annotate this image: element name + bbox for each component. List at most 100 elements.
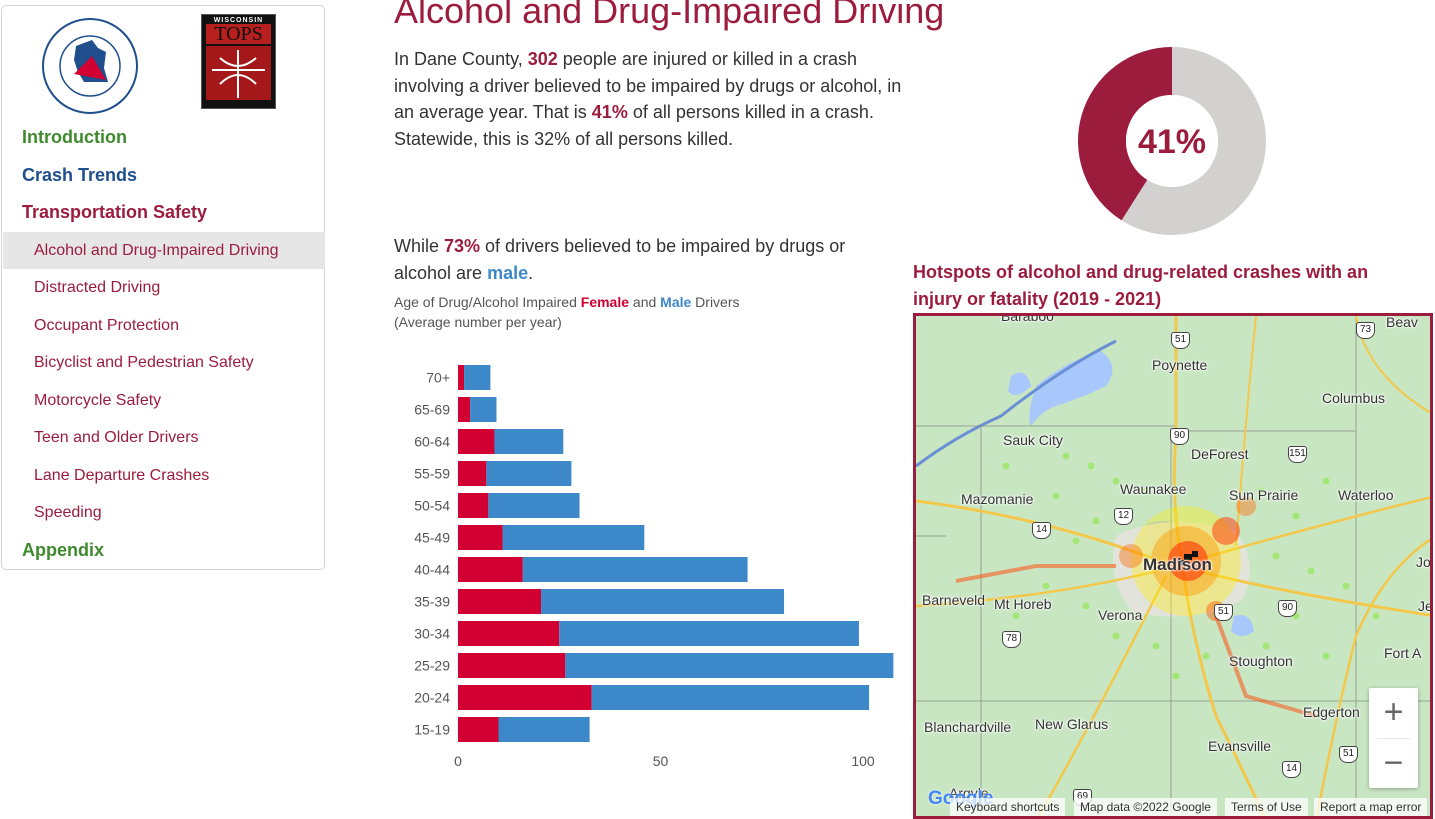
map-place-label: Mazomanie <box>961 491 1034 507</box>
map-place-label: Sun Prairie <box>1229 487 1299 503</box>
female-bar[interactable] <box>458 365 465 390</box>
y-tick-label: 55-59 <box>414 466 450 482</box>
map-place-label: Sauk City <box>1003 432 1063 448</box>
age-bar-chart: 70+ 65-69 60-64 55-59 50-54 45-49 40-44 35-39 30… <box>414 365 894 769</box>
y-tick-label: 15-19 <box>414 722 450 738</box>
caption-text-2: and <box>629 294 661 310</box>
female-bar[interactable] <box>458 621 560 646</box>
male-bar[interactable] <box>591 685 870 710</box>
highway-shield: 12 <box>1114 508 1133 525</box>
map-place-label: Evansville <box>1208 738 1272 754</box>
female-bar[interactable] <box>458 525 503 550</box>
male-bar[interactable] <box>494 429 564 454</box>
highway-shield: 51 <box>1171 332 1190 349</box>
highway-shield: 51 <box>1339 746 1358 763</box>
map-title: Hotspots of alcohol and drug-related cra… <box>913 262 1369 309</box>
male-bar[interactable] <box>565 653 894 678</box>
highway-shield: 90 <box>1170 428 1189 445</box>
map-place-label: Jo <box>1416 554 1431 570</box>
donut-slice[interactable] <box>1078 47 1174 221</box>
injured-count: 302 <box>527 49 558 69</box>
highway-shield: 78 <box>1002 631 1021 648</box>
intro-text-3: of all persons killed in a crash. Statew… <box>394 102 874 149</box>
male-percent: 73% <box>444 236 481 256</box>
male-bar[interactable] <box>522 557 748 582</box>
map-place-label: Argyle <box>949 785 989 801</box>
map-place-label: Barneveld <box>922 592 986 608</box>
zoom-in-button[interactable]: + <box>1383 693 1404 731</box>
map-place-label: Waterloo <box>1338 487 1394 503</box>
female-bar[interactable] <box>458 717 499 742</box>
highway-shield: 73 <box>1356 322 1375 339</box>
y-tick-label: 20-24 <box>414 690 450 706</box>
tops-lab-logo[interactable]: WISCONSIN TOPS <box>201 14 276 109</box>
nav-item-lane-departure-crashes[interactable]: Lane Departure Crashes <box>34 467 210 484</box>
nav-item-bicyclist-pedestrian-safety[interactable]: Bicyclist and Pedestrian Safety <box>34 354 254 371</box>
map-place-label: Je <box>1418 598 1433 614</box>
nav-crash-trends[interactable]: Crash Trends <box>22 165 138 185</box>
female-bar[interactable] <box>458 461 487 486</box>
female-bar[interactable] <box>458 429 495 454</box>
hotspot-map[interactable]: Baraboo Beav Poynette Columbus Sauk City… <box>913 313 1433 819</box>
map-place-label: Beav <box>1386 314 1418 330</box>
legend-female: Female <box>580 294 630 310</box>
map-place-label: Mt Horeb <box>994 596 1052 612</box>
female-bar[interactable] <box>458 685 592 710</box>
male-bar[interactable] <box>464 365 491 390</box>
male-bar[interactable] <box>541 589 785 614</box>
nav-item-alcohol-drug-impaired-driving[interactable]: Alcohol and Drug-Impaired Driving <box>3 232 325 269</box>
x-tick-label: 50 <box>653 753 669 769</box>
y-tick-label: 60-64 <box>414 434 450 450</box>
male-stat-text-1: While <box>394 236 445 256</box>
intro-text-2: people are injured or killed in a crash … <box>394 49 902 122</box>
x-tick-label: 100 <box>851 753 875 769</box>
female-bar[interactable] <box>458 493 489 518</box>
interchange-icon <box>206 46 271 100</box>
nav-item-teen-older-drivers[interactable]: Teen and Older Drivers <box>34 429 199 446</box>
zoom-out-button[interactable]: − <box>1383 744 1404 782</box>
nav-transportation-safety[interactable]: Transportation Safety <box>22 202 208 222</box>
caption-text-3: Drivers (Average number per year) <box>394 294 740 330</box>
female-bar[interactable] <box>458 589 542 614</box>
legend-male: Male <box>660 294 692 310</box>
wisdot-logo[interactable] <box>40 16 140 116</box>
female-bar[interactable] <box>458 557 523 582</box>
nav-item-motorcycle-safety[interactable]: Motorcycle Safety <box>34 392 162 409</box>
x-tick-label: 0 <box>454 753 462 769</box>
male-bar[interactable] <box>498 717 590 742</box>
female-bar[interactable] <box>458 397 471 422</box>
male-bar[interactable] <box>488 493 580 518</box>
y-tick-label: 25-29 <box>414 658 450 674</box>
impaired-donut-chart: 41% <box>1078 47 1266 235</box>
male-stat-text-2: of drivers believed to be impaired by dr… <box>394 236 846 283</box>
intro-paragraph: In Dane County, 302 people are injured o… <box>394 46 909 152</box>
map-place-label: Poynette <box>1152 357 1208 373</box>
y-tick-label: 35-39 <box>414 594 450 610</box>
donut-slice[interactable] <box>1121 47 1266 235</box>
female-bar[interactable] <box>458 653 566 678</box>
male-bar[interactable] <box>502 525 645 550</box>
highway-shield: 90 <box>1278 600 1297 617</box>
male-stat-text-3: . <box>528 262 534 283</box>
nav-introduction[interactable]: Introduction <box>22 127 127 147</box>
map-data-attribution: Map data ©2022 Google <box>1074 798 1217 816</box>
nav-item-distracted-driving[interactable]: Distracted Driving <box>34 279 161 296</box>
sidebar-nav: WISCONSIN TOPS Introduction Crash Trends… <box>1 5 325 570</box>
donut-hole <box>1126 95 1218 187</box>
map-place-label: DeForest <box>1191 446 1249 462</box>
male-stat-paragraph: While 73% of drivers believed to be impa… <box>394 233 884 286</box>
report-map-error-link[interactable]: Report a map error <box>1314 798 1428 816</box>
nav-appendix[interactable]: Appendix <box>22 540 105 560</box>
male-bar[interactable] <box>486 461 572 486</box>
intro-text-1: In Dane County, <box>394 49 528 69</box>
y-tick-label: 70+ <box>426 370 450 386</box>
male-bar[interactable] <box>559 621 859 646</box>
y-tick-label: 65-69 <box>414 402 450 418</box>
nav-item-speeding[interactable]: Speeding <box>34 504 102 521</box>
highway-shield: 14 <box>1282 761 1301 778</box>
male-bar[interactable] <box>470 397 497 422</box>
terms-of-use-link[interactable]: Terms of Use <box>1225 798 1308 816</box>
nav-item-occupant-protection[interactable]: Occupant Protection <box>34 317 179 334</box>
caption-text-1: Age of Drug/Alcohol Impaired <box>394 294 581 310</box>
keyboard-shortcuts-link[interactable]: Keyboard shortcuts <box>950 798 1066 816</box>
